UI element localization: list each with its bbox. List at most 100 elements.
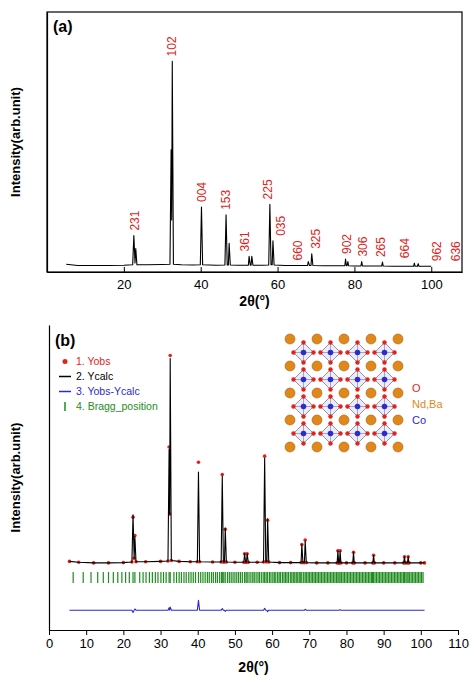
- oxygen-atom: [338, 431, 342, 435]
- bragg-tick: [354, 572, 355, 583]
- x-tick-group: 60: [265, 630, 279, 651]
- bragg-tick: [356, 572, 357, 583]
- bragg-tick: [121, 572, 122, 583]
- bragg-tick: [250, 572, 251, 583]
- bragg-tick: [200, 572, 201, 583]
- bragg-tick: [385, 572, 386, 583]
- bragg-tick: [227, 572, 228, 583]
- x-axis: 0102030405060708090100110: [46, 630, 469, 651]
- oxygen-atom: [301, 421, 305, 425]
- cobalt-atom: [382, 404, 388, 410]
- bragg-tick: [275, 572, 276, 583]
- x-tick-group: 100: [421, 267, 443, 292]
- legend: 1. Yobs2. Ycalc3. Yobs-Ycalc4. Bragg_pos…: [59, 355, 158, 412]
- peak-label: 153: [219, 189, 233, 209]
- bragg-tick: [256, 572, 257, 583]
- bragg-tick: [142, 572, 143, 583]
- oxygen-atom: [338, 404, 342, 408]
- bragg-tick: [264, 572, 265, 583]
- bragg-tick: [369, 572, 370, 583]
- bragg-tick: [412, 572, 413, 583]
- x-axis-line: [50, 630, 459, 631]
- bragg-tick: [297, 572, 298, 583]
- bragg-tick: [179, 572, 180, 583]
- bragg-tick: [318, 572, 319, 583]
- octahedron: [294, 343, 314, 363]
- oxygen-atom: [345, 350, 349, 354]
- legend-marker: [63, 359, 68, 364]
- bragg-tick: [311, 572, 312, 583]
- bragg-tick: [108, 572, 109, 583]
- x-tick: [124, 267, 125, 272]
- bragg-tick: [168, 572, 169, 583]
- bragg-tick: [380, 572, 381, 583]
- bragg-tick: [166, 572, 167, 583]
- oxygen-atom: [328, 421, 332, 425]
- bragg-tick: [132, 572, 133, 583]
- octahedron: [294, 397, 314, 417]
- oxygen-atom: [328, 441, 332, 445]
- bragg-tick: [360, 572, 361, 583]
- octahedron: [294, 370, 314, 390]
- panel-letter: (b): [55, 332, 75, 349]
- bragg-tick: [183, 572, 184, 583]
- bragg-tick: [285, 572, 286, 583]
- octahedron: [375, 343, 395, 363]
- bragg-tick: [408, 572, 409, 583]
- oxygen-atom: [372, 431, 376, 435]
- peak-label: 265: [374, 237, 388, 257]
- bragg-tick: [294, 572, 295, 583]
- octahedron: [375, 370, 395, 390]
- oxygen-atom: [382, 421, 386, 425]
- bragg-tick: [386, 572, 387, 583]
- bragg-tick: [238, 572, 239, 583]
- x-tick: [421, 630, 422, 635]
- panel: 01020304050607080901001102θ(°)Intensity(…: [8, 326, 469, 676]
- series-line: [69, 359, 424, 563]
- peak-label: 902: [340, 234, 354, 254]
- nd-ba-atom: [312, 361, 322, 371]
- bragg-tick: [324, 572, 325, 583]
- bragg-tick: [234, 572, 235, 583]
- oxygen-atom: [382, 387, 386, 391]
- x-tick-label: 40: [194, 277, 208, 292]
- x-tick-group: 10: [79, 630, 93, 651]
- x-tick-group: 0: [46, 630, 53, 651]
- bragg-tick: [215, 572, 216, 583]
- oxygen-atom: [318, 377, 322, 381]
- bragg-tick: [73, 572, 74, 583]
- bragg-tick: [319, 572, 320, 583]
- x-tick-label: 20: [117, 636, 131, 651]
- legend-marker: [59, 391, 71, 393]
- x-tick: [161, 630, 162, 635]
- octahedron: [348, 424, 368, 444]
- x-tick-label: 20: [117, 277, 131, 292]
- bragg-tick: [211, 572, 212, 583]
- oxygen-atom: [318, 404, 322, 408]
- x-tick-label: 80: [340, 636, 354, 651]
- bragg-tick: [373, 572, 374, 583]
- bragg-tick: [376, 572, 377, 583]
- nd-ba-atom: [366, 388, 376, 398]
- bragg-tick: [421, 572, 422, 583]
- bragg-tick: [312, 572, 313, 583]
- nd-ba-atom: [393, 442, 403, 452]
- nd-ba-atom: [339, 415, 349, 425]
- bragg-tick: [83, 572, 84, 583]
- x-tick-group: 110: [448, 630, 469, 651]
- bragg-tick: [365, 572, 366, 583]
- bragg-tick: [267, 572, 268, 583]
- bragg-tick: [418, 572, 419, 583]
- series-line: [69, 600, 424, 612]
- nd-ba-atom: [339, 442, 349, 452]
- x-tick-group: 70: [303, 630, 317, 651]
- nd-ba-atom: [366, 361, 376, 371]
- bragg-tick: [338, 572, 339, 583]
- bragg-tick: [223, 572, 224, 583]
- x-axis-line: [48, 272, 463, 273]
- octahedron: [375, 424, 395, 444]
- bragg-tick: [336, 572, 337, 583]
- bragg-tick: [190, 572, 191, 583]
- oxygen-atom: [355, 387, 359, 391]
- crystal-structure-inset: [285, 334, 403, 452]
